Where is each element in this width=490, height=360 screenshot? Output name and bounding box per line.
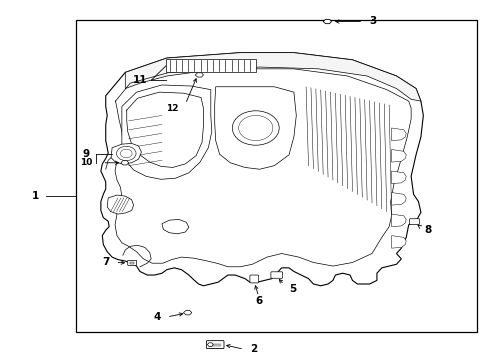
Polygon shape bbox=[392, 214, 406, 226]
Bar bbox=[130, 262, 134, 264]
Polygon shape bbox=[392, 235, 406, 248]
Polygon shape bbox=[162, 220, 189, 234]
Polygon shape bbox=[392, 128, 406, 140]
Polygon shape bbox=[195, 73, 203, 77]
FancyBboxPatch shape bbox=[250, 275, 259, 283]
Polygon shape bbox=[121, 161, 129, 165]
Text: 9: 9 bbox=[83, 149, 90, 159]
Polygon shape bbox=[392, 171, 406, 184]
Text: 8: 8 bbox=[424, 225, 431, 235]
FancyBboxPatch shape bbox=[206, 341, 224, 348]
Text: 2: 2 bbox=[250, 344, 257, 354]
Polygon shape bbox=[392, 149, 406, 162]
Polygon shape bbox=[125, 53, 421, 101]
Text: 1: 1 bbox=[32, 191, 40, 201]
Polygon shape bbox=[215, 87, 296, 169]
FancyBboxPatch shape bbox=[128, 260, 137, 265]
Polygon shape bbox=[101, 53, 423, 286]
Bar bbox=[166, 59, 256, 72]
Polygon shape bbox=[183, 311, 192, 315]
Polygon shape bbox=[207, 343, 213, 346]
Text: 10: 10 bbox=[80, 158, 93, 167]
Bar bbox=[76, 21, 477, 332]
Text: 4: 4 bbox=[153, 312, 161, 322]
Text: 6: 6 bbox=[255, 296, 262, 306]
Polygon shape bbox=[122, 85, 212, 179]
Text: 11: 11 bbox=[133, 75, 147, 85]
FancyBboxPatch shape bbox=[271, 272, 283, 278]
Text: 12: 12 bbox=[167, 104, 179, 113]
Text: 5: 5 bbox=[289, 284, 296, 294]
Text: 3: 3 bbox=[369, 17, 377, 27]
Polygon shape bbox=[111, 143, 142, 164]
Text: 7: 7 bbox=[102, 257, 109, 267]
Polygon shape bbox=[392, 193, 406, 205]
Polygon shape bbox=[323, 19, 331, 24]
Polygon shape bbox=[107, 195, 134, 214]
FancyBboxPatch shape bbox=[410, 219, 419, 225]
